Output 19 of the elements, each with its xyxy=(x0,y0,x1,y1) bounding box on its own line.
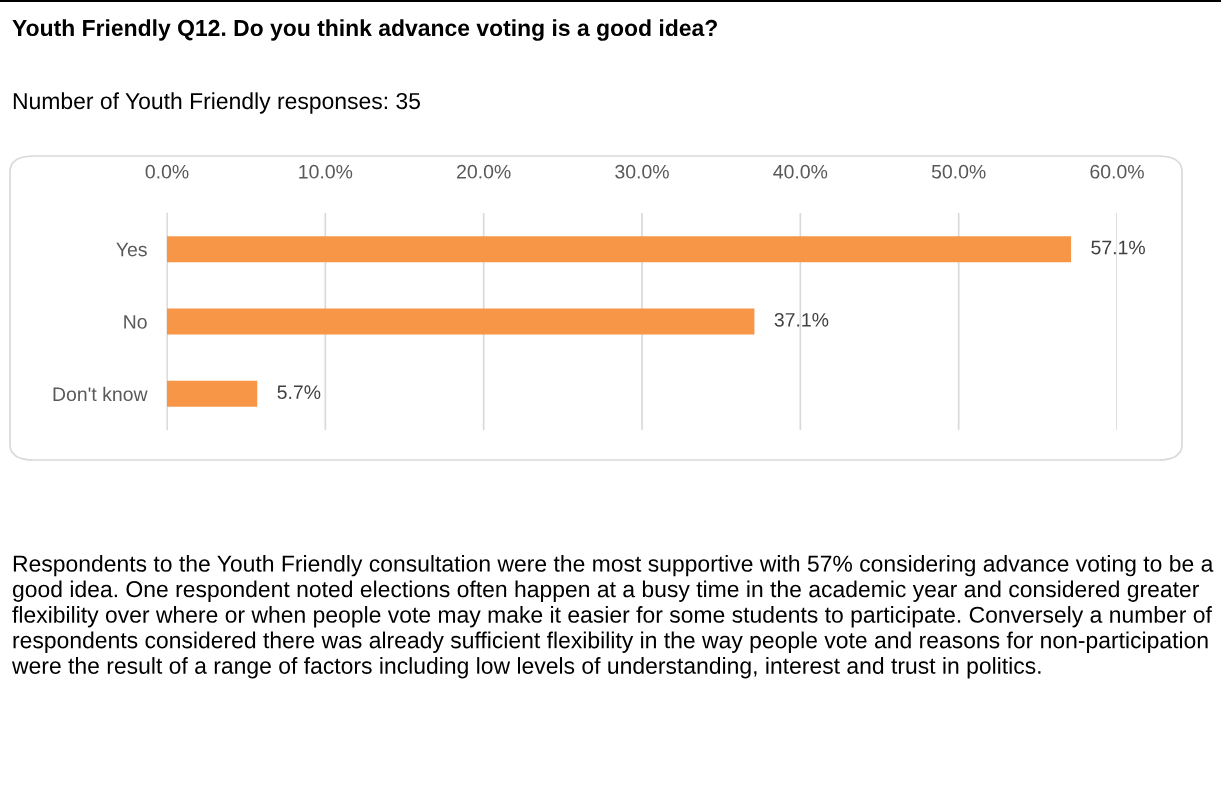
data-label: 5.7% xyxy=(277,385,321,400)
x-tick-label: 0.0% xyxy=(145,164,189,179)
data-label: 57.1% xyxy=(1091,240,1145,255)
text: Respondents to the Youth Friendly consultation were the most supportive with 57% considering advance voting to be a good idea. One respondent noted elections often happen at a busy time in the academic year and considered greater flexibility over where or when people vote may make it easier for some students to participate. Conversely a number of respondents considered there was already sufficient flexibility in the way people vote and reasons for non-participation were the result of a range of factors including low levels of understanding, interest and trust in politics. xyxy=(11,555,1214,679)
x-tick-label: 50.0% xyxy=(931,164,986,179)
x-tick-label: 60.0% xyxy=(1090,164,1144,179)
bar xyxy=(167,380,258,407)
y-tick-label: Don't know xyxy=(53,386,148,402)
bar xyxy=(167,308,755,335)
data-label: 37.1% xyxy=(774,312,829,327)
bar xyxy=(167,236,1072,263)
y-tick-label: Yes xyxy=(116,242,147,257)
chart-title: Youth Friendly Q12. Do you think advance voting is a good idea? xyxy=(12,19,717,41)
x-tick-label: 30.0% xyxy=(615,164,669,179)
x-tick-label: 40.0% xyxy=(773,164,828,179)
x-tick-label: 20.0% xyxy=(457,164,511,179)
y-tick-label: No xyxy=(124,315,147,329)
chart-subtitle: Number of Youth Friendly responses: 35 xyxy=(13,92,420,114)
x-tick-label: 10.0% xyxy=(299,164,353,179)
